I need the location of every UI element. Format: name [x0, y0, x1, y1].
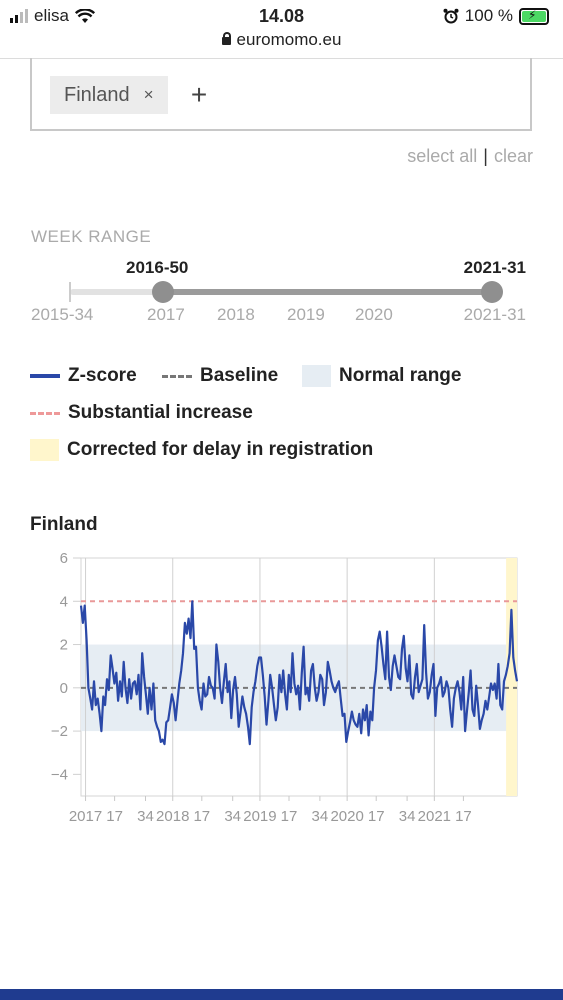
battery-icon: ⚡ [519, 7, 549, 25]
country-chip-label: Finland [64, 83, 130, 106]
y-tick-label: −4 [51, 766, 68, 783]
clock-time: 14.08 [258, 6, 305, 26]
x-tick-label: 34 [399, 808, 416, 825]
alarm-icon [443, 8, 459, 24]
range-end-handle[interactable] [481, 281, 503, 303]
normal-range-swatch [302, 365, 331, 387]
year-tick-2019: 2019 [287, 305, 325, 324]
y-tick-label: 4 [60, 593, 68, 610]
x-tick-label: 2020 [330, 808, 363, 825]
footer-bar [0, 989, 563, 1000]
clear-link[interactable]: clear [493, 146, 533, 166]
url-bar[interactable]: euromomo.eu [0, 30, 563, 50]
substantial-swatch [30, 411, 60, 415]
country-chip-finland[interactable]: Finland × [50, 76, 168, 114]
x-tick-label: 2019 [243, 808, 276, 825]
url-text: euromomo.eu [236, 30, 342, 49]
legend-normal-range-label: Normal range [339, 365, 462, 386]
x-tick-label: 17 [193, 808, 210, 825]
week-range-slider[interactable]: 2016-50 2021-31 2015-34 2017 2018 2019 2… [30, 255, 533, 335]
x-tick-label: 34 [224, 808, 241, 825]
legend-corrected[interactable]: Corrected for delay in registration [30, 439, 373, 461]
y-tick-label: 0 [60, 680, 68, 697]
x-tick-label: 34 [312, 808, 329, 825]
zscore-swatch [30, 374, 60, 378]
corrected-region [506, 558, 517, 796]
x-tick-label: 17 [281, 808, 298, 825]
status-right: 100 % ⚡ [443, 6, 549, 26]
country-selector[interactable]: Finland × + [30, 58, 532, 131]
add-country-button[interactable]: + [190, 79, 208, 110]
range-max-label: 2021-31 [463, 305, 526, 324]
x-tick-label: 17 [106, 808, 123, 825]
y-tick-label: 2 [60, 637, 68, 654]
legend-zscore-label: Z-score [68, 365, 137, 386]
status-bar: elisa 14.08 100 % ⚡ [0, 0, 563, 30]
selection-links: select all | clear [407, 146, 533, 167]
x-tick-label: 17 [455, 808, 472, 825]
legend-substantial-label: Substantial increase [68, 402, 253, 423]
lock-icon [221, 31, 231, 45]
signal-icon [10, 9, 28, 23]
legend-baseline-label: Baseline [200, 365, 279, 386]
y-tick-label: −2 [51, 723, 68, 740]
remove-country-icon[interactable]: × [143, 85, 154, 104]
year-tick-2020: 2020 [355, 305, 393, 324]
range-start-handle[interactable] [151, 281, 174, 303]
corrected-swatch [30, 439, 59, 461]
x-tick-label: 2018 [156, 808, 189, 825]
battery-percent: 100 % [464, 6, 513, 25]
legend-normal-range[interactable]: Normal range [302, 365, 461, 387]
slider-start-tick [69, 282, 71, 302]
link-separator: | [483, 146, 488, 166]
year-tick-2018: 2018 [217, 305, 255, 324]
y-tick-label: 6 [60, 550, 68, 567]
browser-divider [0, 58, 563, 59]
zscore-line [79, 600, 519, 746]
legend-substantial[interactable]: Substantial increase [30, 402, 253, 424]
wifi-icon [74, 8, 95, 23]
legend-corrected-label: Corrected for delay in registration [67, 439, 374, 460]
year-tick-2017: 2017 [147, 305, 185, 324]
x-tick-label: 17 [368, 808, 385, 825]
week-range-title: WEEK RANGE [31, 227, 152, 246]
x-tick-label: 2021 [418, 808, 451, 825]
x-tick-label: 34 [137, 808, 154, 825]
range-min-label: 2015-34 [31, 305, 94, 324]
select-all-link[interactable]: select all [407, 146, 478, 166]
legend-zscore[interactable]: Z-score [30, 365, 137, 387]
legend-baseline[interactable]: Baseline [162, 365, 278, 387]
x-tick-label: 2017 [69, 808, 102, 825]
baseline-swatch [162, 374, 192, 378]
chart-title: Finland [30, 514, 98, 535]
slider-selected-range [162, 289, 492, 295]
status-left: elisa [10, 6, 95, 26]
range-end-value: 2021-31 [463, 258, 526, 277]
carrier-name: elisa [34, 6, 69, 25]
range-start-value: 2016-50 [126, 258, 189, 277]
